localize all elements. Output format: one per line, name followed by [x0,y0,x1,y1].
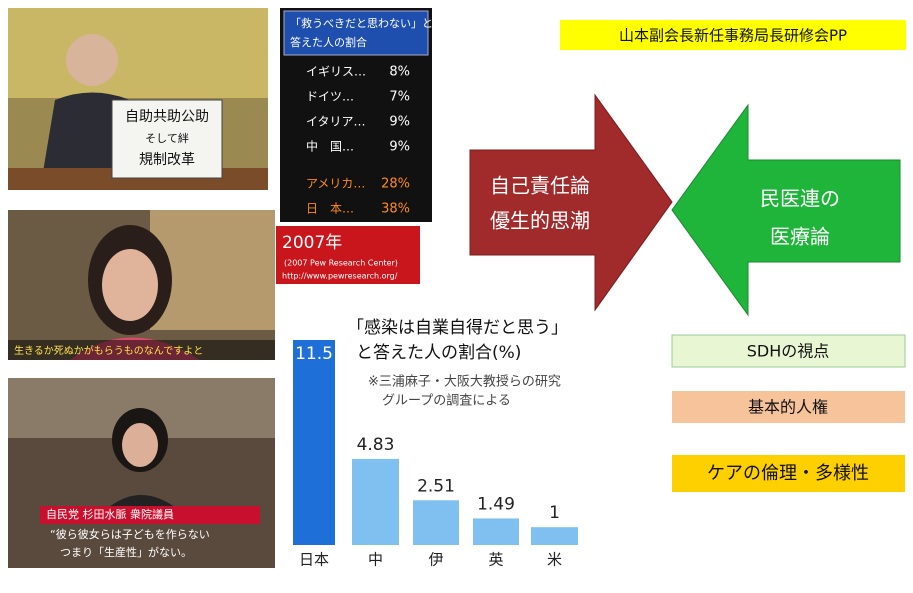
source-box: 2007年 (2007 Pew Research Center) http://… [276,226,420,284]
value-label: 4.83 [357,435,395,455]
survey-title: 「救うべきだと思わない」と [290,16,433,30]
photo: 自助共助公助 そして絆 規制改革 [8,8,268,190]
value-label: 1.49 [477,494,515,514]
chart-title: と答えた人の割合(%) [356,343,521,363]
header-title: 山本副会長新任事務局長研修会PP [619,27,847,45]
chart-title: 「感染は自業自得だと思う」 [347,318,568,338]
category-label: 英 [488,551,503,569]
category-label: 米 [547,551,562,569]
survey-country: 日 本… [306,202,354,216]
value-label: 11.5 [295,344,333,364]
survey-value: 38% [381,202,410,217]
arrow-text: 優生的思潮 [490,209,590,233]
category-label: 伊 [428,551,443,569]
survey-country: イギリス… [306,65,366,79]
bar [413,500,459,545]
photo: 生きるか死ぬかがもらうものなんですよと [8,210,275,360]
arrow [470,95,672,310]
caption: 自民党 杉田水脈 衆院議員 [46,507,174,521]
survey-country: ドイツ… [306,90,354,104]
page: 自助共助公助 そして絆 規制改革 生きるか死ぬかがもらうものなんですよと 自民党… [0,0,913,589]
survey-country: イタリア… [306,115,366,129]
survey-value: 9% [389,140,410,155]
board-text: そして絆 [145,131,189,145]
source-text: (2007 Pew Research Center) [284,259,398,268]
caption: つまり「生産性」がない。 [60,545,192,559]
slide: 自助共助公助 そして絆 規制改革 生きるか死ぬかがもらうものなんですよと 自民党… [0,0,913,589]
arrow-text: 医療論 [770,225,830,249]
caption: “彼ら彼女らは子どもを作らない [50,527,210,541]
bar [473,518,519,545]
chart-note: ※三浦麻子・大阪大教授らの研究 [368,374,561,390]
survey-value: 7% [389,90,410,105]
arrow-text: 民医連の [760,187,840,211]
board-text: 自助共助公助 [125,109,209,125]
bar [531,527,578,545]
survey-value: 28% [381,177,410,192]
source-year: 2007年 [282,233,342,253]
board-text: 規制改革 [139,152,195,168]
survey-panel: 「救うべきだと思わない」と 答えた人の割合 イギリス… 8% ドイツ… 7% イタリア…… [280,8,433,222]
arrow-text: 自己責任論 [490,174,590,198]
survey-title: 答えた人の割合 [290,35,367,49]
chart-note: グループの調査による [382,394,511,409]
source-text: http://www.pewresearch.org/ [282,272,398,281]
value-label: 2.51 [417,476,455,496]
bar [293,340,335,545]
survey-country: 中 国… [306,139,354,154]
box-text: ケアの倫理・多様性 [707,463,869,484]
photo: 自民党 杉田水脈 衆院議員 “彼ら彼女らは子どもを作らない つまり「生産性」がな… [8,378,275,568]
category-label: 中 [368,551,383,569]
value-label: 1 [549,503,560,523]
survey-value: 8% [389,65,410,80]
caption: 生きるか死ぬかがもらうものなんですよと [14,344,203,357]
box-text: 基本的人権 [748,398,828,417]
survey-country: アメリカ… [306,177,365,191]
box-text: SDHの視点 [747,342,830,361]
category-label: 日本 [299,551,329,569]
bar [352,459,399,545]
survey-value: 9% [389,115,410,130]
